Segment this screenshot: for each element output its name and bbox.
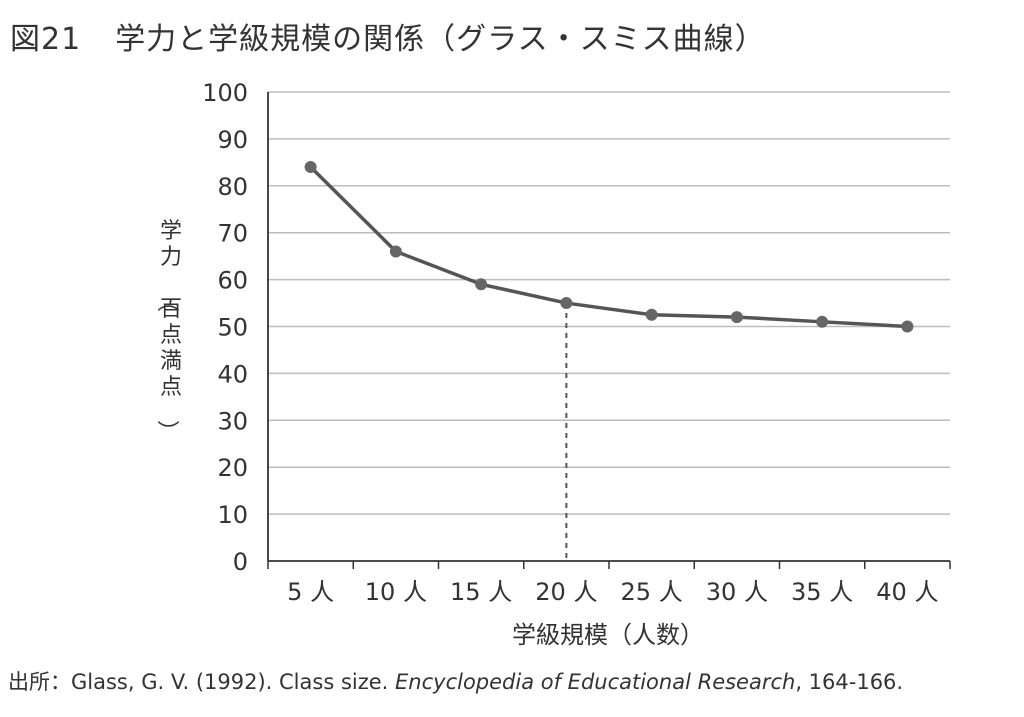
y-tick-label-70: 70 bbox=[217, 220, 248, 248]
source-prefix: 出所：Glass, G. V. (1992). Class size. bbox=[8, 670, 396, 694]
x-tick-label: 20 人 bbox=[535, 578, 597, 606]
x-tick-label: 40 人 bbox=[876, 578, 938, 606]
y-tick-label-80: 80 bbox=[217, 173, 248, 201]
data-point bbox=[389, 245, 402, 258]
source-journal: Encyclopedia of Educational Research bbox=[395, 670, 796, 694]
series-lines bbox=[309, 165, 908, 329]
y-tick-label-30: 30 bbox=[217, 407, 248, 435]
data-point bbox=[560, 297, 573, 310]
y-tick-label-10: 10 bbox=[217, 501, 248, 529]
figure-title-text: 学力と学級規模の関係（グラス・スミス曲線） bbox=[115, 22, 766, 57]
y-tick-label-100: 100 bbox=[202, 79, 248, 107]
y-tick-label-0: 0 bbox=[233, 548, 248, 576]
axis-labels: 学級規模（人数） 学力（百点満点） bbox=[154, 219, 704, 649]
figure-number: 図21 bbox=[10, 22, 82, 57]
x-tick-label: 5 人 bbox=[287, 578, 334, 606]
grid-lines bbox=[268, 91, 950, 515]
x-tick-label: 15 人 bbox=[450, 578, 512, 606]
x-tick-labels: 5 人 10 人 15 人 20 人 25 人 30 人 35 人 40 人 bbox=[287, 578, 938, 606]
data-point bbox=[730, 311, 743, 324]
axes bbox=[267, 92, 951, 569]
y-tick-labels: 0 10 20 30 40 50 60 70 80 90 100 bbox=[202, 79, 248, 576]
y-tick-label-40: 40 bbox=[217, 360, 248, 388]
figure-title: 図21 学力と学級規模の関係（グラス・スミス曲線） bbox=[10, 14, 766, 58]
data-point bbox=[475, 278, 488, 291]
y-tick-label-60: 60 bbox=[217, 267, 248, 295]
series-line bbox=[309, 165, 908, 329]
data-point bbox=[901, 320, 914, 333]
source-suffix: , 164-166. bbox=[795, 670, 904, 694]
x-tick-label: 35 人 bbox=[791, 578, 853, 606]
y-tick-label-50: 50 bbox=[217, 314, 248, 342]
data-point bbox=[816, 315, 829, 328]
data-point bbox=[645, 308, 658, 321]
data-point bbox=[304, 161, 317, 174]
y-tick-label-90: 90 bbox=[217, 126, 248, 154]
y-tick-label-20: 20 bbox=[217, 454, 248, 482]
source-citation: 出所：Glass, G. V. (1992). Class size. Ency… bbox=[8, 666, 903, 696]
data-points bbox=[304, 161, 914, 333]
x-tick-label: 25 人 bbox=[621, 578, 683, 606]
x-tick-label: 10 人 bbox=[365, 578, 427, 606]
x-tick-label: 30 人 bbox=[706, 578, 768, 606]
x-axis-label: 学級規模（人数） bbox=[512, 621, 704, 649]
y-axis-label: 学力（百点満点） bbox=[154, 219, 184, 444]
